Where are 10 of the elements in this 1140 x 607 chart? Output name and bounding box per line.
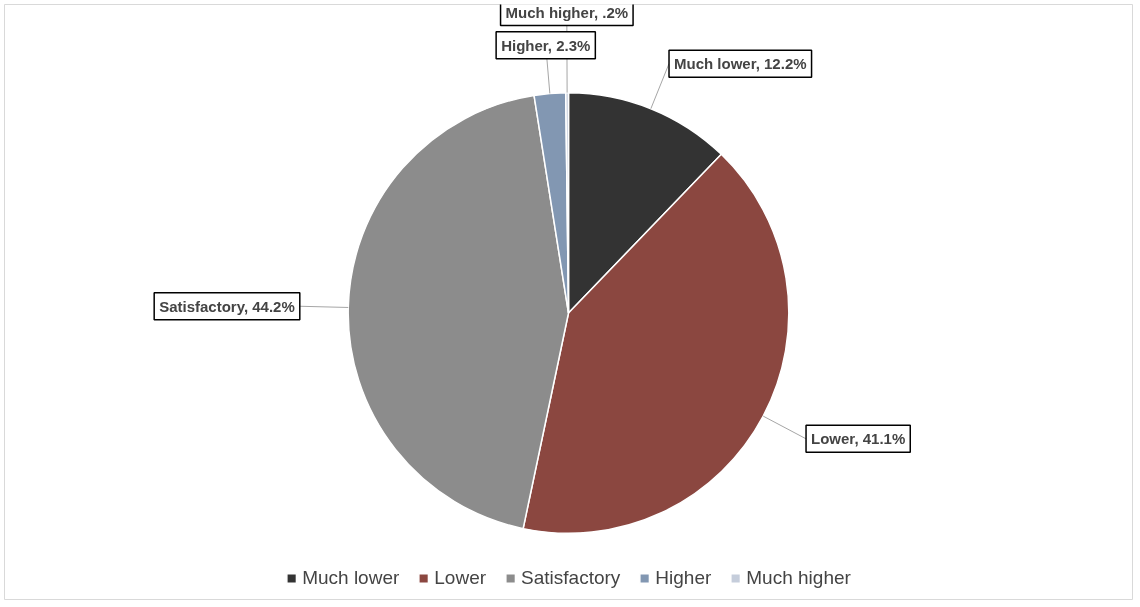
legend-label: Satisfactory xyxy=(521,567,621,589)
data-label: Much lower, 12.2% xyxy=(674,55,807,73)
data-label: Higher, 2.3% xyxy=(501,36,591,54)
data-label: Much higher, .2% xyxy=(505,3,629,21)
data-label: Satisfactory, 44.2% xyxy=(159,297,295,315)
legend-label: Much higher xyxy=(746,567,851,589)
legend-label: Much lower xyxy=(302,567,400,589)
data-label: Lower, 41.1% xyxy=(811,430,906,448)
legend-label: Lower xyxy=(434,567,487,589)
legend-label: Higher xyxy=(655,567,712,589)
